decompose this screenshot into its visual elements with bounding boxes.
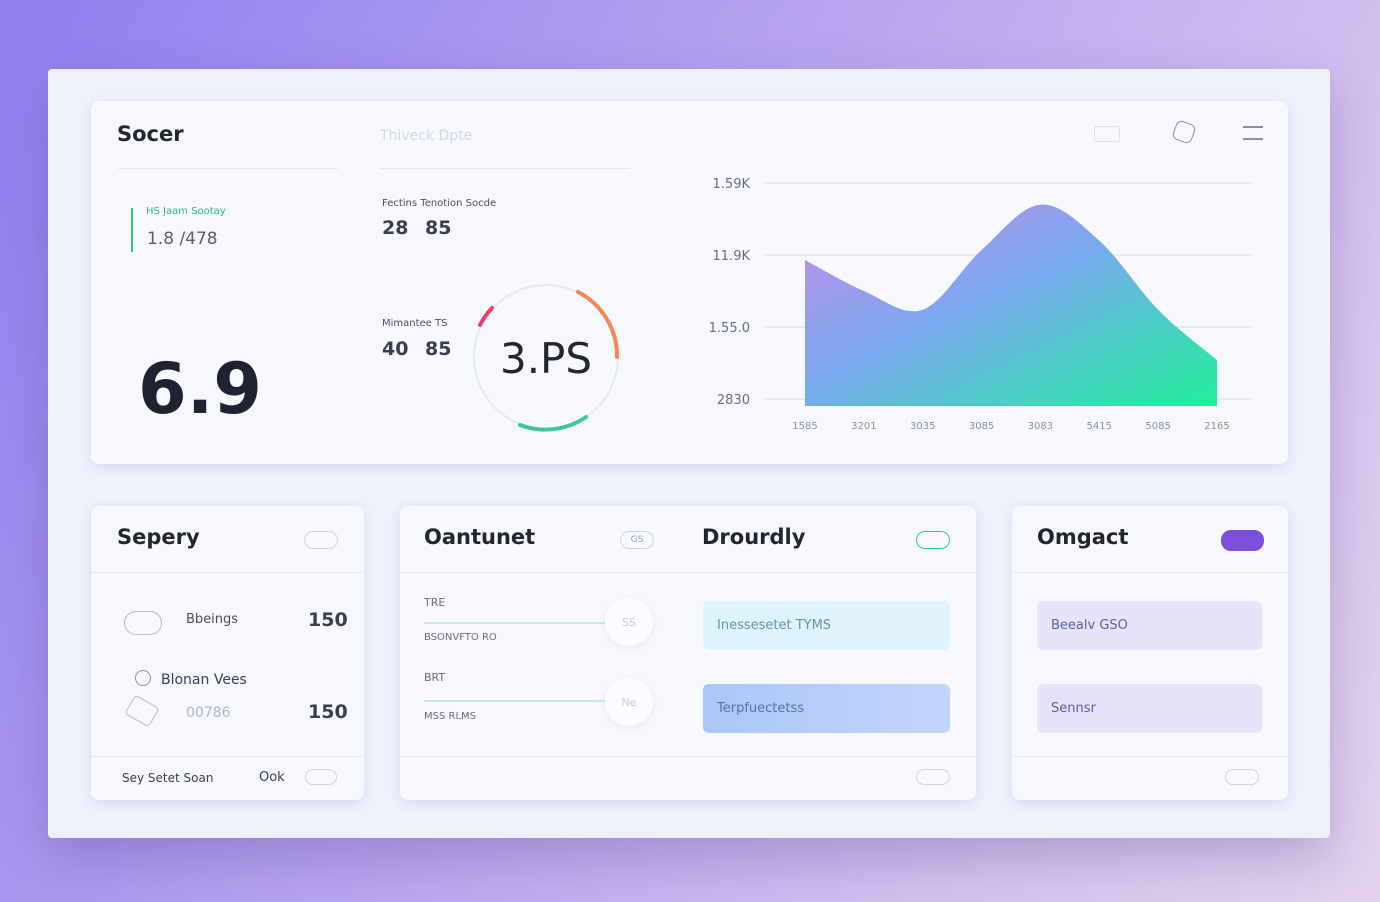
card-title: Oantunet <box>424 525 536 549</box>
row-label: TRE <box>424 596 446 609</box>
toggle[interactable] <box>916 769 950 785</box>
icon-clock <box>135 670 151 686</box>
oantunet-card <box>400 506 976 800</box>
card-title: Drourdly <box>702 525 806 549</box>
metric-a: 28 <box>382 217 409 239</box>
divider <box>91 572 364 573</box>
footer-action[interactable]: Ook <box>259 770 285 785</box>
metric-b: 85 <box>425 338 452 360</box>
toggle[interactable] <box>304 531 338 549</box>
badge[interactable]: GS <box>620 531 654 549</box>
divider <box>91 756 364 757</box>
row-label: BRT <box>424 671 446 684</box>
divider <box>400 572 976 573</box>
divider <box>1012 572 1288 573</box>
stat-accent <box>131 208 133 252</box>
overview-title: Socer <box>117 122 184 146</box>
row-sub: MSS RLMS <box>424 711 476 722</box>
row-value: 150 <box>308 701 348 723</box>
slider-track <box>424 622 606 624</box>
sepery-card <box>91 506 364 800</box>
overview-subtitle: Thiveck Dpte <box>380 128 473 144</box>
row-sub: 00786 <box>186 705 231 721</box>
divider <box>400 756 976 757</box>
card-title: Sepery <box>117 525 200 549</box>
metric-label: Fectins Tenotion Socde <box>382 198 497 209</box>
slider-knob[interactable]: SS <box>605 598 653 646</box>
card-title: Omgact <box>1037 525 1129 549</box>
divider <box>380 168 630 169</box>
slider-knob[interactable]: Ne <box>605 678 653 726</box>
row-label: Bbeings <box>186 612 239 627</box>
toggle[interactable] <box>1221 530 1264 551</box>
omgact-card <box>1012 506 1288 800</box>
row-label: Blonan Vees <box>161 672 247 688</box>
overview-card <box>91 101 1288 464</box>
button[interactable]: Inessesetet TYMS <box>703 601 950 650</box>
button[interactable]: Beealv GSO <box>1037 601 1262 650</box>
footer-text: Sey Setet Soan <box>122 771 214 785</box>
button[interactable]: Terpfuectetss <box>703 684 950 733</box>
icon-menu[interactable] <box>1243 126 1263 140</box>
divider <box>118 168 338 169</box>
toggle[interactable] <box>305 769 337 785</box>
metric-label: Mimantee TS <box>382 318 448 329</box>
row-sub: BSONVFTO RO <box>424 632 497 643</box>
slider-track <box>424 700 606 702</box>
stat-label: HS Jaam Sootay <box>146 206 226 217</box>
divider <box>1012 756 1288 757</box>
big-value: 6.9 <box>138 348 263 430</box>
toggle[interactable] <box>916 531 950 549</box>
icon-window[interactable] <box>1094 126 1120 142</box>
icon-cloud <box>124 611 162 635</box>
row-value: 150 <box>308 609 348 631</box>
button[interactable]: Sennsr <box>1037 684 1262 733</box>
toggle[interactable] <box>1225 769 1259 785</box>
stat-value: 1.8 /478 <box>147 229 218 249</box>
metric-b: 85 <box>425 217 452 239</box>
metric-a: 40 <box>382 338 409 360</box>
